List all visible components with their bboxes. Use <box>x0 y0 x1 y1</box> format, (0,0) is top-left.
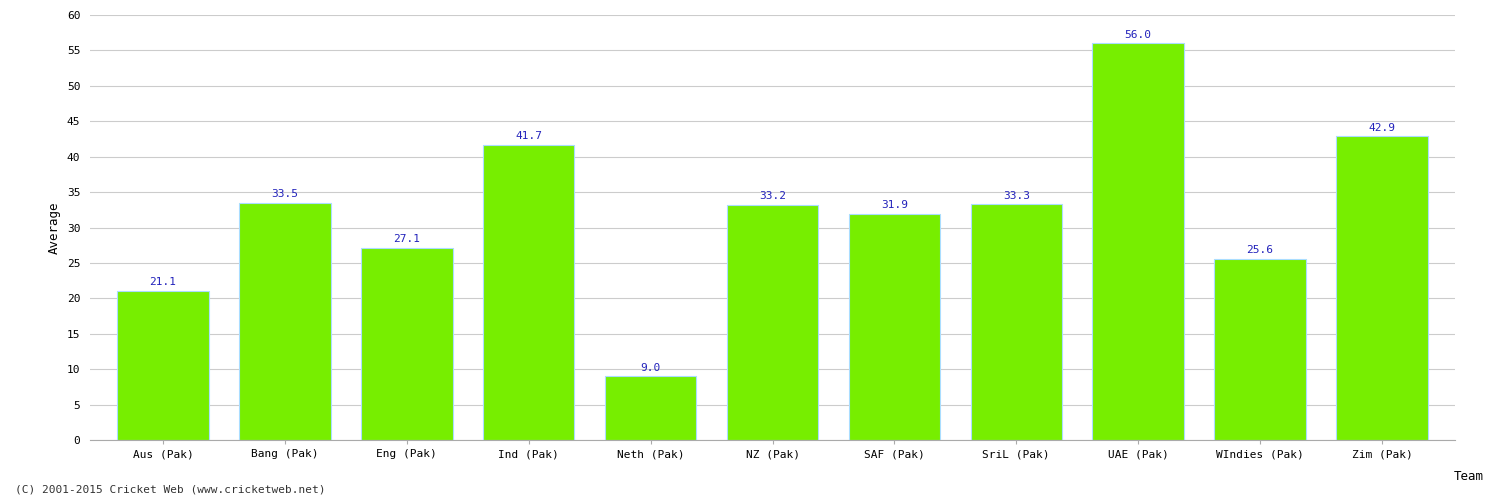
Bar <box>849 214 940 440</box>
Text: 31.9: 31.9 <box>880 200 908 210</box>
Bar <box>970 204 1062 440</box>
Text: 42.9: 42.9 <box>1368 122 1395 132</box>
Text: 9.0: 9.0 <box>640 362 660 372</box>
Bar <box>117 290 208 440</box>
Bar <box>604 376 696 440</box>
Text: 56.0: 56.0 <box>1125 30 1152 40</box>
Text: 41.7: 41.7 <box>516 131 543 141</box>
X-axis label: Team: Team <box>1454 470 1484 483</box>
Y-axis label: Average: Average <box>48 201 62 254</box>
Bar <box>1336 136 1428 440</box>
Bar <box>728 205 818 440</box>
Text: 25.6: 25.6 <box>1246 245 1274 255</box>
Text: 33.3: 33.3 <box>1002 190 1029 200</box>
Text: 33.5: 33.5 <box>272 189 298 199</box>
Bar <box>1092 44 1184 440</box>
Bar <box>240 202 330 440</box>
Text: (C) 2001-2015 Cricket Web (www.cricketweb.net): (C) 2001-2015 Cricket Web (www.cricketwe… <box>15 485 326 495</box>
Text: 33.2: 33.2 <box>759 192 786 202</box>
Bar <box>1215 258 1305 440</box>
Bar <box>483 144 574 440</box>
Text: 21.1: 21.1 <box>150 277 177 287</box>
Bar <box>362 248 453 440</box>
Text: 27.1: 27.1 <box>393 234 420 244</box>
